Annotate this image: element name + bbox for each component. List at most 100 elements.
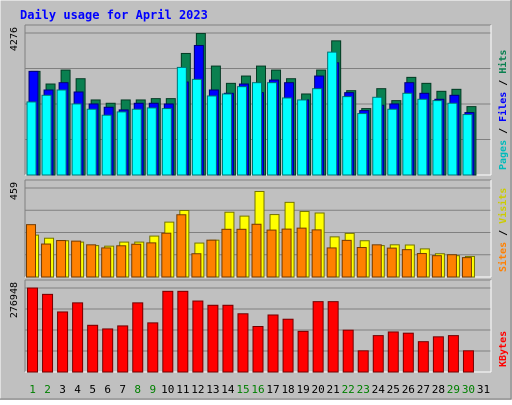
bar-kbytes-day-5 — [87, 324, 99, 373]
y-max-label: 276948 — [9, 282, 20, 318]
day-label-9: 9 — [149, 383, 156, 396]
bar-sites-day-25 — [386, 247, 397, 278]
bar-kbytes-day-28 — [432, 336, 444, 373]
bar-sites-day-15 — [236, 228, 247, 278]
day-label-27: 27 — [417, 383, 430, 396]
bar-kbytes-day-8 — [132, 302, 144, 373]
panel-legend: Sites / Visits — [497, 188, 509, 272]
bar-sites-day-22 — [341, 239, 352, 278]
bar-sites-day-6 — [101, 247, 112, 278]
bar-kbytes-day-10 — [162, 290, 174, 373]
day-label-29: 29 — [447, 383, 460, 396]
bar-kbytes-day-12 — [192, 300, 204, 373]
day-label-11: 11 — [176, 383, 189, 396]
bar-sites-day-13 — [206, 239, 217, 278]
bar-kbytes-day-1 — [27, 287, 39, 373]
bar-pages-day-26 — [402, 92, 413, 176]
bar-pages-day-22 — [342, 96, 353, 176]
bar-pages-day-29 — [447, 102, 458, 176]
day-label-23: 23 — [357, 383, 370, 396]
bar-pages-day-18 — [282, 97, 293, 176]
bar-sites-day-29 — [446, 254, 457, 278]
bar-kbytes-day-29 — [447, 335, 459, 373]
chart-panels: 4276 Pages / Files / Hits 459 Sites / Visit… — [9, 24, 509, 373]
bar-sites-day-30 — [461, 257, 472, 278]
bar-kbytes-day-21 — [327, 301, 339, 373]
day-label-24: 24 — [372, 383, 386, 396]
chart-panel-3: 276948 KBytes — [9, 279, 509, 373]
legend-visits: Visits — [497, 188, 509, 224]
bar-sites-day-28 — [431, 255, 442, 278]
bar-pages-day-14 — [221, 93, 232, 176]
bar-pages-day-10 — [161, 108, 172, 176]
panel-legend: KBytes — [498, 331, 509, 367]
day-label-16: 16 — [251, 383, 264, 396]
bar-kbytes-day-24 — [372, 335, 384, 373]
chart-panel-1: 4276 Pages / Files / Hits — [9, 24, 509, 176]
day-label-20: 20 — [312, 383, 325, 396]
day-label-7: 7 — [119, 383, 126, 396]
bar-sites-day-19 — [296, 227, 307, 278]
bar-pages-day-17 — [267, 82, 278, 176]
bar-sites-day-3 — [56, 240, 67, 278]
day-label-17: 17 — [266, 383, 279, 396]
chart-title: Daily usage for April 2023 — [20, 8, 208, 22]
bar-kbytes-day-22 — [342, 329, 354, 373]
bar-sites-day-12 — [191, 253, 202, 278]
day-label-3: 3 — [59, 383, 66, 396]
bar-kbytes-day-25 — [387, 331, 399, 373]
day-label-26: 26 — [402, 383, 415, 396]
bar-sites-day-18 — [281, 228, 292, 278]
legend-files: Files — [497, 92, 509, 122]
bar-pages-day-4 — [71, 103, 82, 176]
bar-kbytes-day-7 — [117, 325, 129, 373]
bar-kbytes-day-18 — [282, 318, 294, 373]
bar-sites-day-27 — [416, 253, 427, 278]
legend-pages: Pages — [498, 140, 509, 170]
legend-separator: / — [498, 122, 509, 140]
bar-kbytes-day-6 — [102, 328, 114, 373]
bar-sites-day-20 — [311, 229, 322, 278]
day-label-21: 21 — [327, 383, 340, 396]
bar-pages-day-6 — [101, 114, 112, 176]
legend-hits: Hits — [497, 50, 509, 74]
day-label-22: 22 — [342, 383, 355, 396]
bar-kbytes-day-15 — [237, 313, 249, 373]
day-label-18: 18 — [281, 383, 294, 396]
day-label-4: 4 — [74, 383, 81, 396]
bar-sites-day-7 — [116, 245, 127, 278]
day-label-1: 1 — [29, 383, 36, 396]
bar-pages-day-15 — [236, 86, 247, 176]
bar-sites-day-8 — [131, 243, 142, 278]
bar-kbytes-day-4 — [72, 302, 84, 373]
legend-sites: Sites — [497, 242, 509, 272]
bar-kbytes-day-16 — [252, 326, 264, 373]
bar-pages-day-13 — [206, 95, 217, 176]
bar-sites-day-10 — [161, 232, 172, 278]
day-label-8: 8 — [134, 383, 141, 396]
bar-sites-day-9 — [146, 242, 157, 278]
bar-pages-day-30 — [462, 114, 473, 176]
bar-kbytes-day-14 — [222, 304, 234, 373]
chart-panel-2: 459 Sites / Visits — [9, 179, 509, 278]
bar-pages-day-20 — [312, 88, 323, 176]
bar-sites-day-11 — [176, 214, 187, 278]
bar-pages-day-2 — [41, 94, 52, 176]
bar-pages-day-8 — [131, 108, 142, 176]
bar-pages-day-25 — [387, 108, 398, 176]
bar-pages-day-27 — [417, 98, 428, 176]
bar-pages-day-7 — [116, 111, 127, 176]
bar-kbytes-day-11 — [177, 290, 189, 373]
bar-pages-day-1 — [26, 101, 37, 176]
bar-pages-day-9 — [146, 107, 157, 176]
bar-pages-day-28 — [432, 100, 443, 176]
bar-sites-day-24 — [371, 244, 382, 278]
bar-sites-day-26 — [401, 249, 412, 278]
y-max-label: 459 — [9, 182, 20, 200]
bar-sites-day-14 — [221, 228, 232, 278]
day-label-14: 14 — [221, 383, 235, 396]
bar-kbytes-day-17 — [267, 314, 279, 373]
bar-pages-day-21 — [327, 51, 338, 176]
bar-kbytes-day-9 — [147, 322, 159, 373]
day-label-12: 12 — [191, 383, 204, 396]
